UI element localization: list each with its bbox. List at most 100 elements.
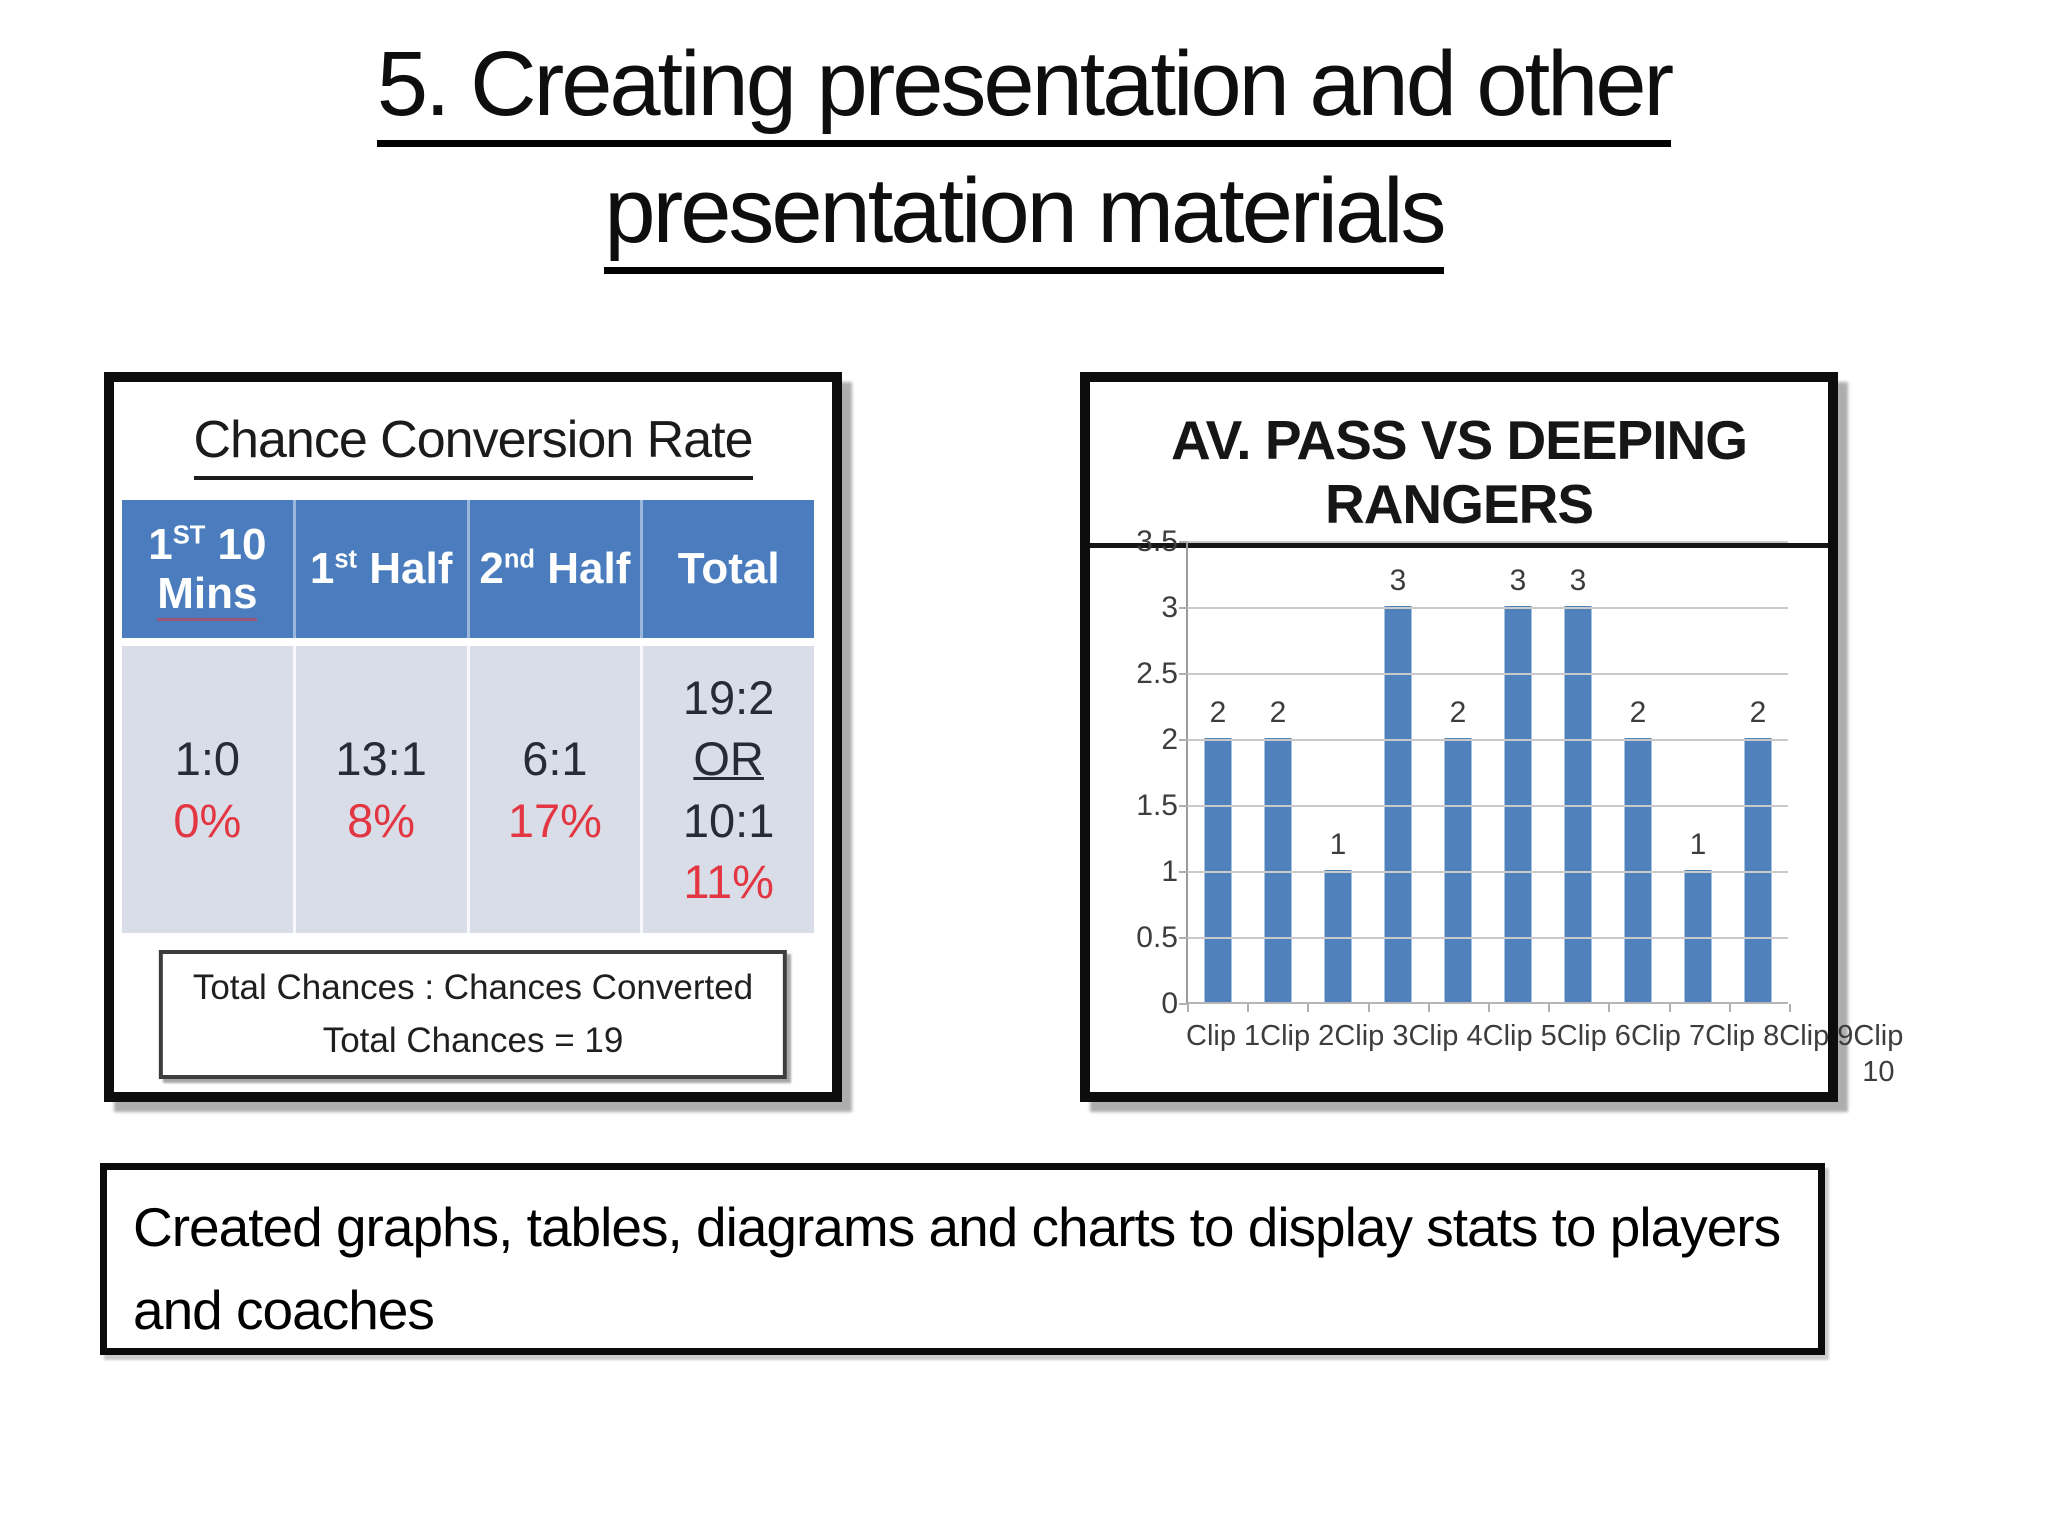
x-tick-label: Clip 8 — [1705, 1020, 1780, 1052]
table-title: Chance Conversion Rate — [193, 410, 754, 480]
bar-slot: 3 — [1548, 542, 1608, 1002]
x-tick-label: Clip 2 — [1260, 1020, 1335, 1052]
bar-slot: 3 — [1368, 542, 1428, 1002]
gridline — [1188, 805, 1788, 807]
table-cell-line: 8% — [347, 793, 416, 847]
bar — [1504, 606, 1532, 1002]
bar-slot: 2 — [1188, 542, 1248, 1002]
bar-slot: 2 — [1728, 542, 1788, 1002]
y-tick-label: 1 — [1161, 855, 1178, 888]
table-header-text-line2: Mins — [157, 569, 258, 621]
x-tick-mark — [1548, 1004, 1551, 1012]
table-cell-line: 11% — [683, 854, 774, 908]
gridline — [1188, 871, 1788, 873]
bar-slot: 2 — [1608, 542, 1668, 1002]
table-cell: 13:1 8% — [295, 646, 470, 933]
x-tick-label: Clip 5 — [1482, 1020, 1557, 1052]
slide-title-line1: 5. Creating presentation and other — [376, 38, 1674, 147]
slide-title-line2: presentation materials — [604, 165, 1447, 274]
table-cell: 6:1 17% — [469, 646, 644, 933]
superscript: ST — [172, 521, 206, 550]
table-cell-line: 6:1 — [522, 732, 588, 786]
table-header-cell: 1ST 10 Mins — [122, 500, 296, 638]
bar — [1264, 738, 1292, 1002]
bar-value-label: 3 — [1569, 564, 1587, 597]
table-cell-line: 17% — [507, 793, 602, 847]
x-tick-label: Clip 3 — [1334, 1020, 1409, 1052]
y-tick-mark — [1179, 673, 1188, 675]
bar-value-label: 2 — [1629, 696, 1647, 729]
bar — [1444, 738, 1472, 1002]
y-tick-label: 1.5 — [1136, 789, 1178, 822]
x-tick-mark — [1307, 1004, 1310, 1012]
chart-bars: 2 2 1 3 2 3 3 2 1 2 — [1188, 542, 1788, 1002]
total-chances-note: Total Chances : Chances Converted Total … — [158, 950, 788, 1079]
table-data-row: 1:0 0% 13:1 8% 6:1 17% 19:2 OR 10:1 11% — [122, 646, 814, 933]
chance-conversion-panel: Chance Conversion Rate 1ST 10 Mins 1st Hal… — [104, 372, 842, 1102]
table-cell-line: 0% — [173, 793, 242, 847]
bar — [1324, 870, 1352, 1002]
gridline — [1188, 673, 1788, 675]
gridline — [1188, 937, 1788, 939]
bar-slot: 3 — [1488, 542, 1548, 1002]
bar-chart: 2 2 1 3 2 3 3 2 1 2 Clip 1 Clip 2 Clip 3 Clip 4 Clip … — [1090, 382, 1903, 1092]
gridline — [1188, 607, 1788, 609]
table-cell-line: OR — [693, 732, 764, 786]
x-tick-label: Clip 4 — [1408, 1020, 1483, 1052]
bar-value-label: 2 — [1749, 696, 1767, 729]
table-header-text: 2nd Half — [479, 544, 631, 594]
y-tick-label: 3.5 — [1136, 525, 1178, 558]
bar-slot: 2 — [1248, 542, 1308, 1002]
x-tick-label: Clip 10 — [1853, 1020, 1904, 1089]
bar — [1384, 606, 1412, 1002]
bar-value-label: 2 — [1449, 696, 1467, 729]
table-cell-line: 13:1 — [335, 732, 427, 786]
bar-value-label: 2 — [1209, 696, 1227, 729]
caption-text: Created graphs, tables, diagrams and cha… — [133, 1196, 1781, 1341]
bar — [1684, 870, 1712, 1002]
table-header-row: 1ST 10 Mins 1st Half 2nd Half Total — [122, 500, 814, 638]
av-pass-chart-panel: AV. PASS VS DEEPING RANGERS 2 2 1 3 2 3 3 2 1 2 C… — [1080, 372, 1903, 1102]
gridline — [1188, 541, 1788, 543]
table-cell: 19:2 OR 10:1 11% — [643, 646, 814, 933]
x-tick-label: Clip 6 — [1556, 1020, 1631, 1052]
table-cell-line: 1:0 — [174, 732, 241, 786]
bar — [1204, 738, 1232, 1002]
table-header-cell: 2nd Half — [469, 500, 644, 638]
table-cell-line: 10:1 — [682, 793, 775, 847]
x-tick-mark — [1668, 1004, 1671, 1012]
total-chances-note-line2: Total Chances = 19 — [322, 1020, 624, 1060]
total-chances-note-line1: Total Chances : Chances Converted — [192, 968, 754, 1007]
table-title-wrap: Chance Conversion Rate — [114, 410, 832, 480]
bar-slot: 1 — [1668, 542, 1728, 1002]
chart-title-wrap: AV. PASS VS DEEPING RANGERS — [1090, 408, 1828, 548]
superscript: nd — [503, 545, 536, 574]
bar-value-label: 3 — [1389, 564, 1407, 597]
table-header-word: Mins — [157, 569, 258, 621]
chance-conversion-panel-inner: Chance Conversion Rate 1ST 10 Mins 1st Hal… — [114, 382, 832, 1092]
bar-value-label: 2 — [1269, 696, 1287, 729]
y-tick-mark — [1179, 871, 1188, 873]
bar-value-label: 1 — [1689, 828, 1707, 861]
gridline — [1188, 739, 1788, 741]
x-tick-label: Clip 9 — [1779, 1020, 1854, 1052]
x-tick-mark — [1728, 1004, 1731, 1012]
chart-x-axis-labels: Clip 1 Clip 2 Clip 3 Clip 4 Clip 5 Clip 6 Clip… — [1186, 1018, 1903, 1091]
slide-title: 5. Creating presentation and other prese… — [0, 38, 2048, 274]
y-tick-mark — [1179, 541, 1188, 543]
table-header-text: 1st Half — [309, 544, 453, 594]
superscript: st — [334, 545, 358, 574]
x-tick-label: Clip 7 — [1630, 1020, 1706, 1052]
bar — [1744, 738, 1772, 1002]
x-tick-mark — [1187, 1004, 1189, 1012]
y-tick-mark — [1179, 937, 1188, 939]
x-tick-mark — [1789, 1004, 1791, 1012]
table-cell: 1:0 0% — [122, 646, 296, 933]
bar-value-label: 3 — [1509, 564, 1527, 597]
av-pass-chart-panel-inner: AV. PASS VS DEEPING RANGERS 2 2 1 3 2 3 3 2 1 2 C… — [1090, 382, 1903, 1092]
bar-value-label: 1 — [1329, 828, 1347, 861]
x-tick-mark — [1427, 1004, 1430, 1012]
y-tick-mark — [1179, 607, 1188, 609]
table-header-text: Total — [677, 544, 780, 594]
